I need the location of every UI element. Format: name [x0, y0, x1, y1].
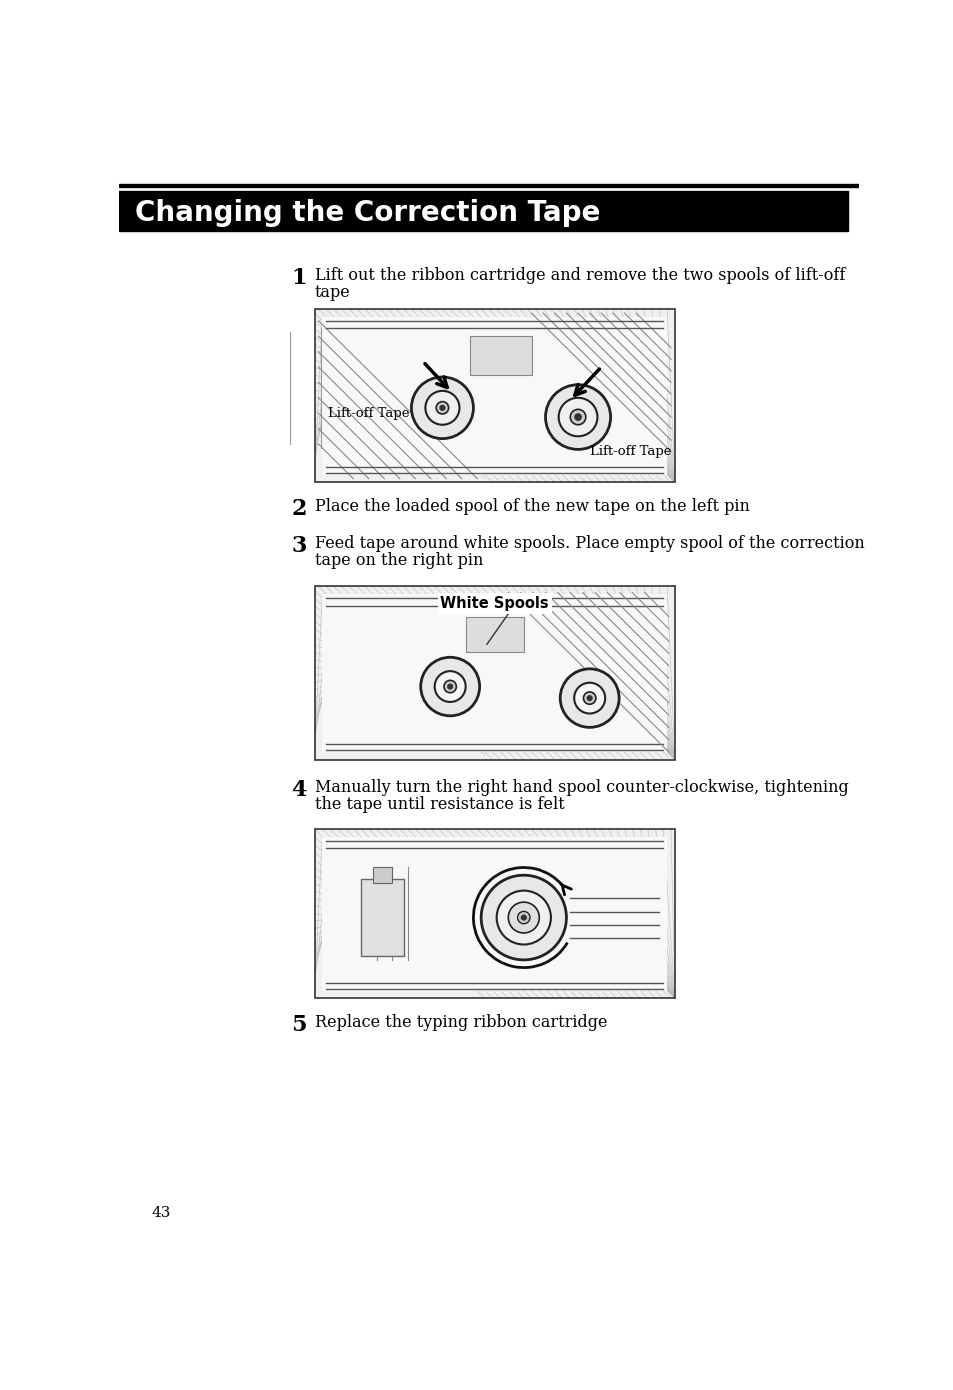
Circle shape [574, 413, 581, 421]
Circle shape [436, 402, 448, 414]
Circle shape [497, 891, 550, 944]
Circle shape [583, 692, 596, 705]
Circle shape [586, 695, 592, 701]
Bar [314, 309, 674, 482]
Circle shape [574, 682, 604, 713]
Circle shape [480, 876, 566, 960]
Circle shape [508, 902, 538, 933]
Circle shape [425, 391, 459, 425]
Text: Lift-off Tape: Lift-off Tape [589, 445, 671, 459]
Circle shape [570, 409, 585, 425]
Circle shape [558, 398, 597, 436]
Text: 5: 5 [291, 1013, 307, 1036]
Circle shape [439, 404, 445, 411]
Text: White Spools: White Spools [440, 596, 549, 610]
Circle shape [520, 915, 526, 920]
Text: Lift-off Tape: Lift-off Tape [328, 407, 410, 420]
Text: 1: 1 [291, 267, 307, 289]
Circle shape [559, 669, 618, 727]
Text: Manually turn the right hand spool counter-clockwise, tightening: Manually turn the right hand spool count… [314, 778, 847, 796]
Circle shape [545, 385, 610, 449]
Bar [322, 594, 666, 752]
Text: the tape until resistance is felt: the tape until resistance is felt [314, 796, 564, 813]
Bar [119, 192, 847, 232]
Text: Place the loaded spool of the new tape on the left pin: Place the loaded spool of the new tape o… [314, 498, 749, 514]
Text: Changing the Correction Tape: Changing the Correction Tape [134, 199, 599, 227]
Circle shape [443, 680, 456, 692]
Text: 43: 43 [152, 1207, 171, 1220]
Bar [322, 317, 666, 475]
Circle shape [420, 657, 479, 716]
Text: 2: 2 [291, 498, 307, 520]
Text: Lift out the ribbon cartridge and remove the two spools of lift-off: Lift out the ribbon cartridge and remove… [314, 267, 844, 284]
Circle shape [447, 684, 453, 689]
Circle shape [517, 912, 530, 924]
Bar [465, 617, 523, 652]
Text: Feed tape around white spools. Place empty spool of the correction: Feed tape around white spools. Place emp… [314, 535, 863, 552]
Text: tape on the right pin: tape on the right pin [314, 552, 482, 569]
Text: Replace the typing ribbon cartridge: Replace the typing ribbon cartridge [314, 1013, 606, 1031]
Bar [314, 587, 674, 760]
Circle shape [435, 671, 465, 702]
Bar [373, 867, 392, 883]
Text: tape: tape [314, 284, 350, 300]
Bar [314, 587, 674, 760]
Bar [322, 837, 666, 991]
Bar [314, 309, 674, 482]
Bar [469, 336, 531, 375]
Bar [314, 828, 674, 998]
Bar [314, 828, 674, 998]
Text: 4: 4 [291, 778, 306, 801]
Circle shape [411, 377, 473, 439]
Text: 3: 3 [291, 535, 306, 557]
Bar [360, 878, 403, 956]
Bar [119, 183, 858, 186]
